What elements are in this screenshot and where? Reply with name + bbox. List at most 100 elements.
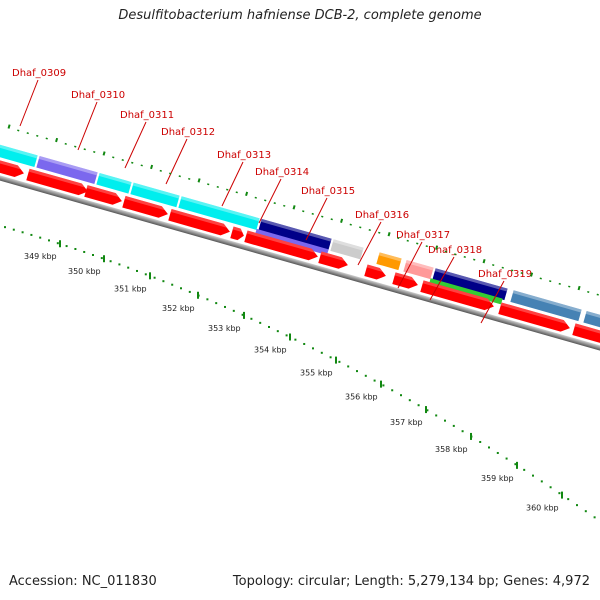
- tick-dot: [127, 266, 130, 269]
- topology-summary: Topology: circular; Length: 5,279,134 bp…: [232, 574, 590, 589]
- tick-dot: [558, 492, 561, 495]
- cds-arrow[interactable]: [318, 251, 349, 270]
- gene-label[interactable]: Dhaf_0312: [161, 127, 215, 185]
- gene-block[interactable]: [96, 172, 132, 194]
- tick-dot: [532, 474, 534, 477]
- tick-dot: [338, 360, 341, 363]
- cds-arrow[interactable]: [572, 323, 600, 352]
- scale-layer: 349 kbp 350 kbp 351 kbp 352 kbp 353 kbp 354 k…: [4, 124, 599, 519]
- tick-mark: [482, 258, 486, 264]
- tick-mark: [245, 191, 249, 197]
- gene-block[interactable]: [432, 268, 508, 301]
- tick-dot: [144, 273, 147, 276]
- gene-label[interactable]: Dhaf_0315: [301, 186, 355, 241]
- tick-dot: [426, 409, 429, 412]
- tick-dot: [514, 463, 517, 466]
- label-leader-line: [429, 256, 455, 301]
- gene-label[interactable]: Dhaf_0313: [217, 150, 271, 207]
- gene-block[interactable]: [376, 252, 402, 271]
- tick-dot: [215, 302, 218, 305]
- cds-arrow[interactable]: [0, 156, 26, 179]
- tick-mark: [7, 124, 11, 129]
- tick-dot: [576, 504, 578, 507]
- gene-label[interactable]: Dhaf_0311: [120, 110, 174, 169]
- label-leader-line: [258, 178, 282, 224]
- gene-block[interactable]: [130, 182, 180, 208]
- tick-dot: [347, 365, 350, 368]
- tick-dot: [444, 419, 446, 422]
- gene-block[interactable]: [36, 155, 98, 184]
- tick-dot: [382, 384, 385, 387]
- tick-dot: [417, 404, 420, 407]
- tick-dot: [312, 347, 314, 350]
- tick-dot: [452, 424, 455, 427]
- tick-mark: [102, 151, 106, 156]
- tick-dot: [320, 351, 323, 354]
- gene-block[interactable]: [258, 218, 332, 251]
- tick-dot: [4, 226, 6, 229]
- label-leader-line: [124, 121, 147, 169]
- cds-arrow[interactable]: [392, 272, 419, 290]
- tick-dot: [567, 498, 570, 501]
- gene-label[interactable]: Dhaf_0316: [355, 210, 409, 266]
- tick-mark: [387, 232, 391, 237]
- tick-dot: [21, 231, 24, 234]
- gene-label-text: Dhaf_0315: [301, 186, 355, 197]
- cds-arrow[interactable]: [84, 185, 123, 207]
- gene-block[interactable]: [403, 259, 434, 280]
- label-leader-line: [19, 79, 39, 127]
- accession-text: Accession: NC_011830: [9, 574, 157, 589]
- kbp-label: 351 kbp: [114, 284, 147, 293]
- forward-strand-track: [0, 142, 600, 339]
- cds-arrow[interactable]: [122, 195, 169, 220]
- gene-label[interactable]: Dhaf_0310: [71, 90, 125, 151]
- kbp-label: 356 kbp: [345, 393, 378, 402]
- tick-dot: [549, 486, 552, 489]
- cds-arrow[interactable]: [498, 302, 571, 333]
- tick-dot: [136, 269, 138, 272]
- kbp-label: 352 kbp: [162, 304, 195, 313]
- tick-dot: [250, 317, 253, 320]
- tick-mark: [150, 164, 154, 170]
- kbp-label: 354 kbp: [254, 346, 287, 355]
- kbp-label: 349 kbp: [24, 252, 57, 261]
- gene-block[interactable]: [330, 239, 364, 260]
- tick-dot: [373, 379, 376, 382]
- cds-arrow[interactable]: [244, 230, 319, 262]
- tick-dot: [109, 260, 112, 263]
- cds-arrow[interactable]: [364, 264, 387, 281]
- tick-dot: [39, 236, 42, 239]
- cds-arrow[interactable]: [26, 168, 89, 198]
- tick-dot: [162, 280, 165, 283]
- gene-label[interactable]: Dhaf_0317: [396, 230, 450, 289]
- tick-mark: [55, 137, 59, 143]
- map-title: Desulfitobacterium hafniense DCB-2, comp…: [118, 8, 482, 23]
- gene-block[interactable]: [510, 290, 582, 322]
- kbp-label: 358 kbp: [435, 445, 468, 454]
- cds-arrow[interactable]: [168, 208, 231, 238]
- gene-label[interactable]: Dhaf_0319: [478, 269, 532, 324]
- tick-dot: [461, 430, 464, 433]
- gene-label[interactable]: Dhaf_0314: [255, 167, 309, 224]
- cds-arrow[interactable]: [230, 226, 245, 242]
- gene-label[interactable]: Dhaf_0309: [12, 68, 66, 127]
- tick-dot: [408, 399, 411, 402]
- gene-block[interactable]: [0, 142, 38, 167]
- tick-dot: [356, 370, 358, 373]
- gene-block[interactable]: [178, 196, 260, 230]
- tick-dot: [118, 263, 121, 266]
- label-leader-line: [221, 161, 244, 207]
- gene-label-text: Dhaf_0317: [396, 230, 450, 241]
- backbone-bar: [0, 162, 600, 375]
- kbp-label: 353 kbp: [208, 324, 241, 333]
- cds-arrow[interactable]: [420, 280, 495, 312]
- tick-dot: [329, 356, 332, 359]
- gene-label[interactable]: Dhaf_0318: [428, 245, 482, 301]
- gene-label-text: Dhaf_0313: [217, 150, 271, 161]
- feature-tracks: [0, 142, 600, 375]
- kbp-label: 350 kbp: [68, 267, 101, 276]
- tick-mark: [530, 272, 534, 277]
- label-leader-line: [165, 138, 188, 185]
- genome-backbone: [0, 162, 600, 375]
- tick-mark: [197, 178, 201, 183]
